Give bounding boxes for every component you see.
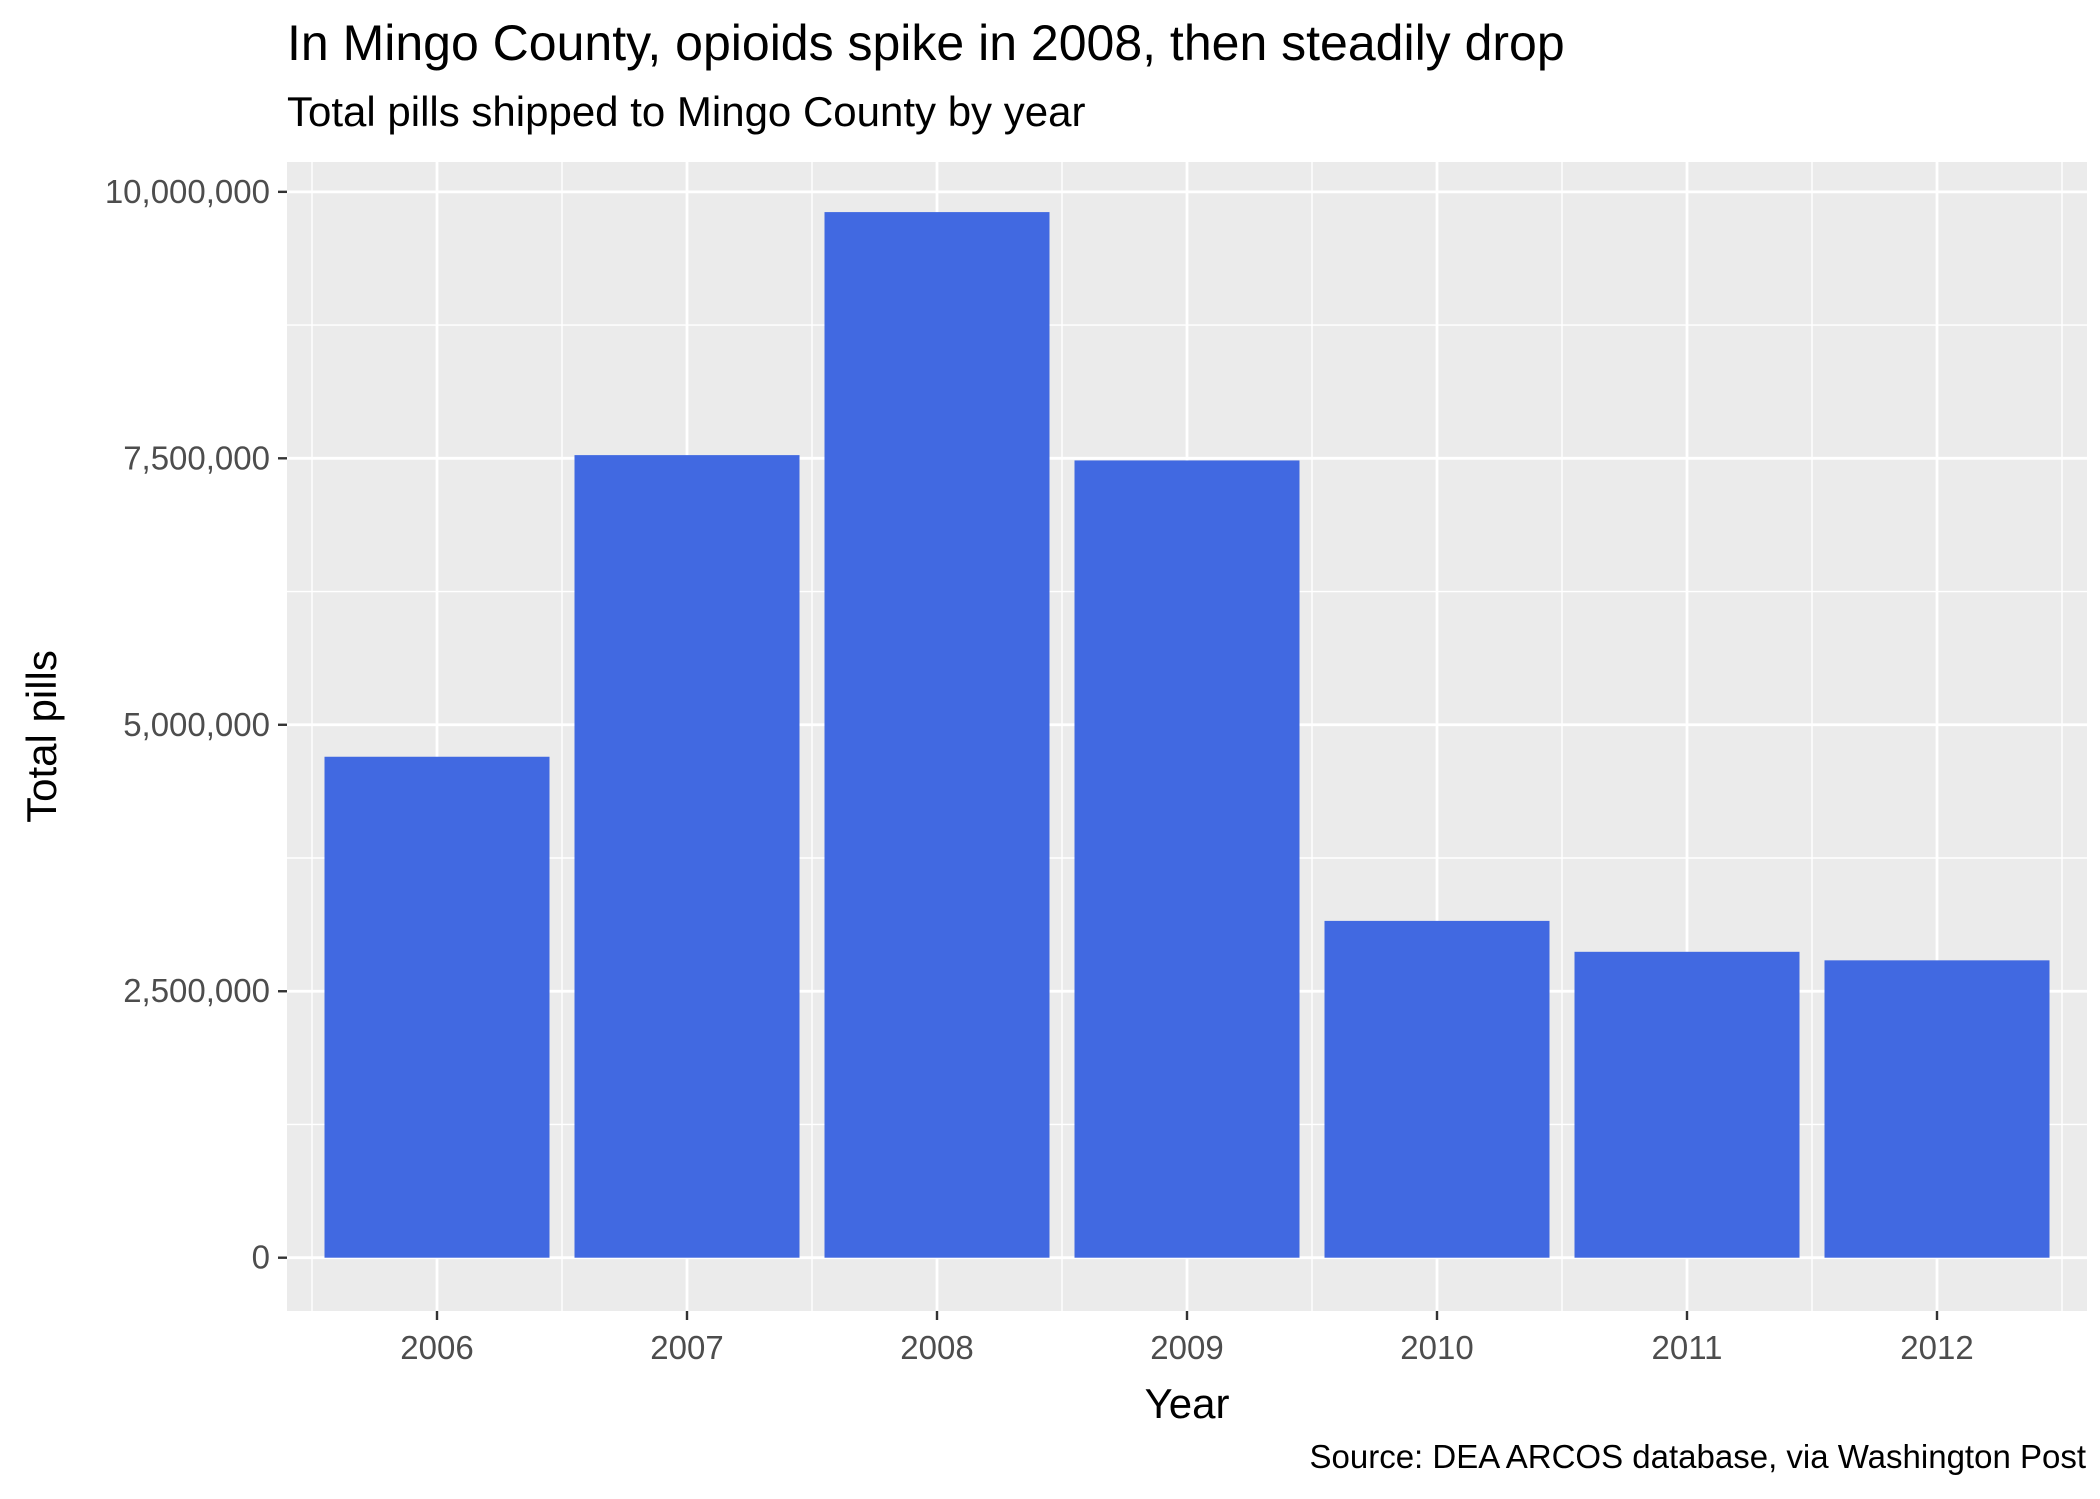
x-tick-label: 2007 bbox=[650, 1329, 723, 1366]
bar-2008 bbox=[824, 212, 1050, 1258]
x-tick-label: 2008 bbox=[900, 1329, 973, 1366]
x-tick-label: 2009 bbox=[1150, 1329, 1223, 1366]
x-axis: 2006 2007 2008 2009 2010 2011 2012 bbox=[400, 1311, 1974, 1366]
x-axis-title: Year bbox=[1145, 1380, 1230, 1427]
bar-2012 bbox=[1824, 960, 2050, 1258]
y-tick-label: 0 bbox=[252, 1239, 270, 1276]
x-tick-label: 2012 bbox=[1900, 1329, 1973, 1366]
y-tick-label: 7,500,000 bbox=[123, 439, 270, 476]
x-tick-label: 2010 bbox=[1400, 1329, 1473, 1366]
bar-2006 bbox=[324, 756, 550, 1258]
y-tick-label: 5,000,000 bbox=[123, 706, 270, 743]
bar-2009 bbox=[1074, 460, 1300, 1258]
bars bbox=[324, 212, 2050, 1258]
y-tick-label: 2,500,000 bbox=[123, 972, 270, 1009]
chart-title: In Mingo County, opioids spike in 2008, … bbox=[287, 15, 1565, 71]
y-axis-title: Total pills bbox=[18, 650, 65, 823]
y-tick-label: 10,000,000 bbox=[105, 173, 270, 210]
y-axis: 0 2,500,000 5,000,000 7,500,000 10,000,000 bbox=[105, 173, 287, 1276]
x-tick-label: 2006 bbox=[400, 1329, 473, 1366]
bar-2007 bbox=[574, 455, 800, 1258]
x-tick-label: 2011 bbox=[1652, 1329, 1723, 1366]
chart-subtitle: Total pills shipped to Mingo County by y… bbox=[287, 88, 1086, 135]
bar-2010 bbox=[1324, 920, 1550, 1258]
bar-2011 bbox=[1574, 951, 1800, 1258]
chart-caption: Source: DEA ARCOS database, via Washingt… bbox=[1309, 1438, 2086, 1475]
